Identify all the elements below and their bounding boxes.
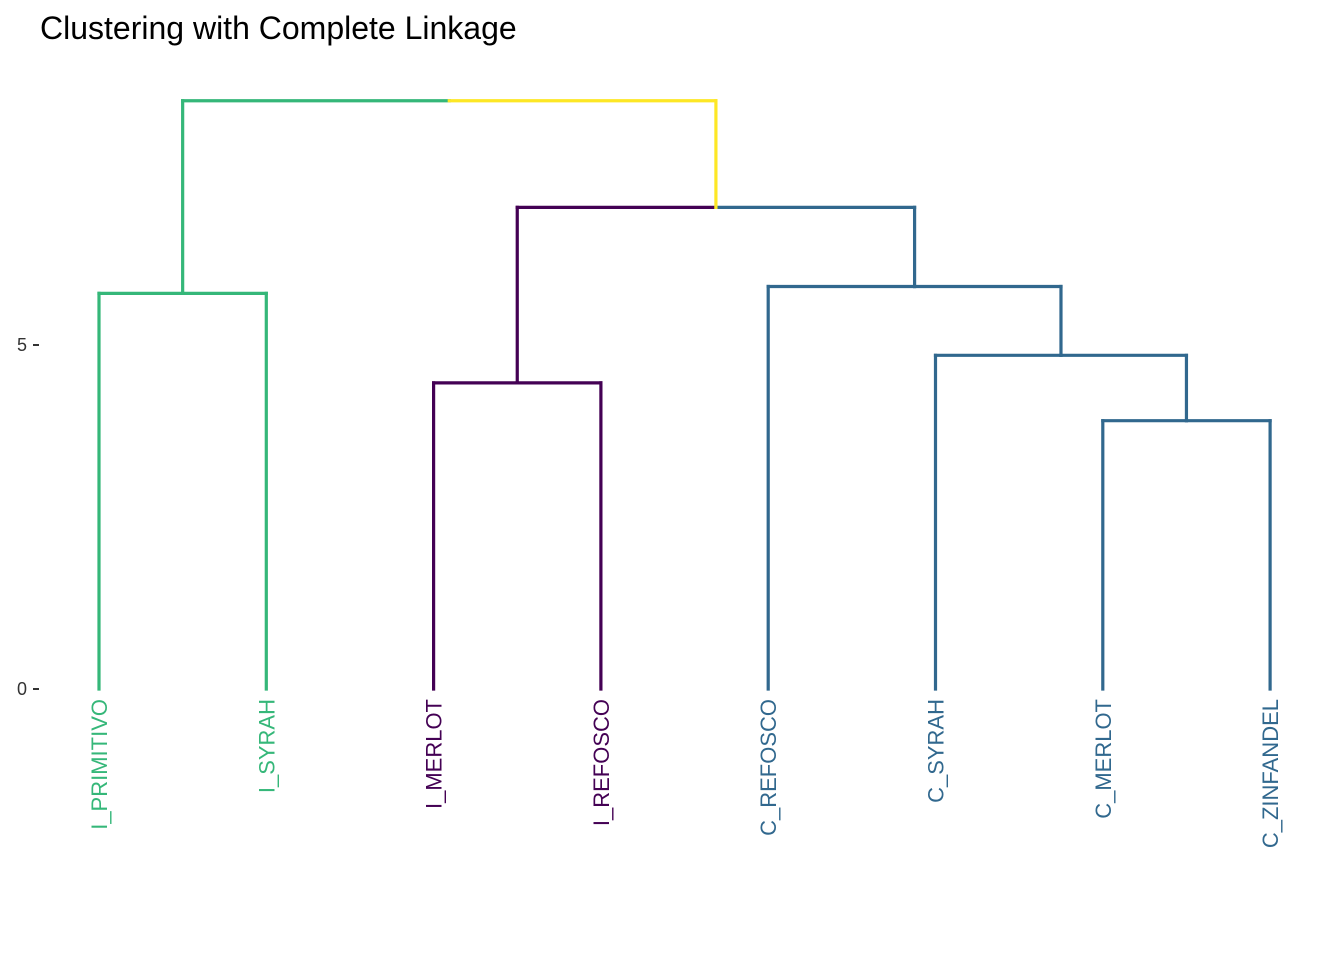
leaf-label: I_SYRAH xyxy=(254,699,279,793)
leaf-label: C_ZINFANDEL xyxy=(1258,699,1283,848)
leaf-labels: I_PRIMITIVO I_SYRAH I_MERLOT I_REFOSCO C_REF… xyxy=(87,699,1283,848)
leaf-label: C_MERLOT xyxy=(1091,699,1116,819)
y-tick-label: 5 xyxy=(17,335,27,355)
y-tick-label: 0 xyxy=(17,679,27,699)
dendrogram-branches xyxy=(97,99,1272,691)
leaf-label: I_REFOSCO xyxy=(589,699,614,826)
y-axis: 05 xyxy=(17,335,39,699)
chart-title: Clustering with Complete Linkage xyxy=(40,10,517,46)
leaf-label: C_REFOSCO xyxy=(756,699,781,836)
leaf-label: I_PRIMITIVO xyxy=(87,699,112,830)
leaf-label: I_MERLOT xyxy=(422,699,447,809)
leaf-label: C_SYRAH xyxy=(924,699,949,803)
